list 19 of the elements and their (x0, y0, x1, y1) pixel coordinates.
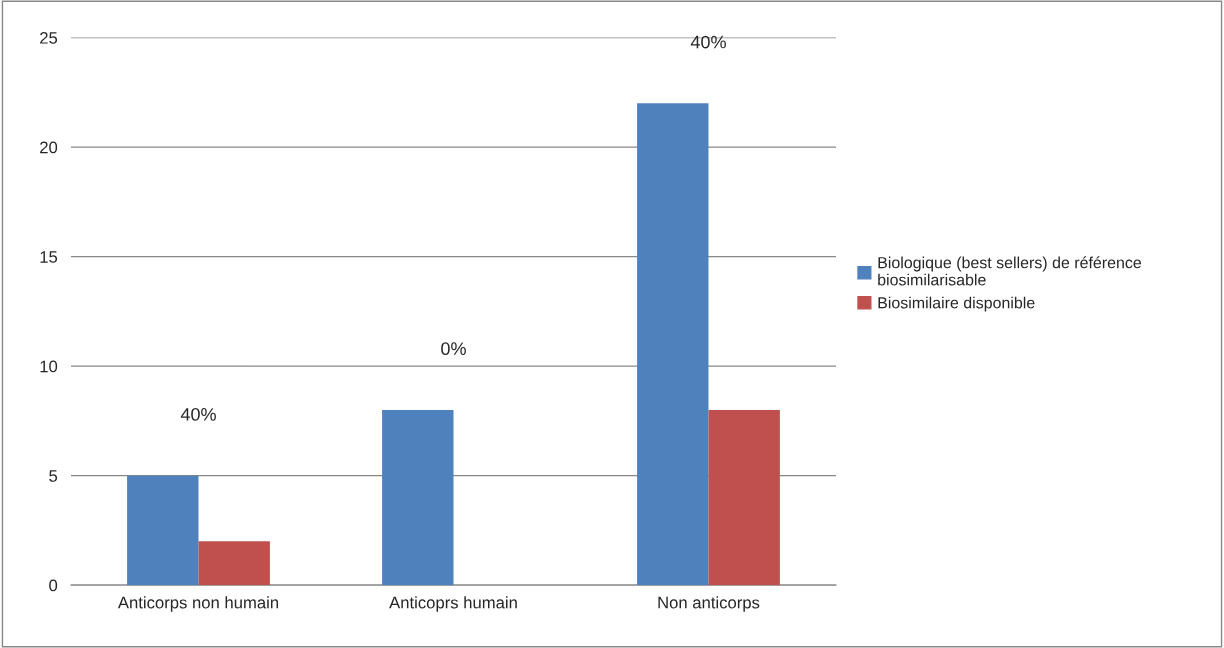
legend-label: Biologique (best sellers) de référence biosimilarisable (878, 256, 1142, 286)
legend-label: Biosimilaire disponible (878, 296, 1035, 312)
y-tick-label: 0 (49, 579, 58, 592)
annotation: 40% (690, 35, 726, 49)
bar (382, 409, 454, 586)
y-tick-label: 10 (40, 360, 58, 373)
bar (198, 541, 270, 586)
y-tick-label: 25 (40, 31, 58, 44)
annotation: 0% (441, 342, 466, 356)
bar (127, 475, 199, 586)
y-tick-label: 15 (40, 251, 58, 263)
bar (637, 103, 709, 586)
x-tick-label: Non anticorps (658, 596, 760, 612)
x-tick-label: Anticoprs humain (389, 596, 517, 612)
x-tick-label: Anticorps non humain (117, 596, 279, 612)
y-tick-label: 20 (40, 141, 58, 154)
annotation: 40% (180, 407, 216, 421)
bar (708, 409, 780, 586)
y-tick-label: 5 (49, 470, 58, 482)
